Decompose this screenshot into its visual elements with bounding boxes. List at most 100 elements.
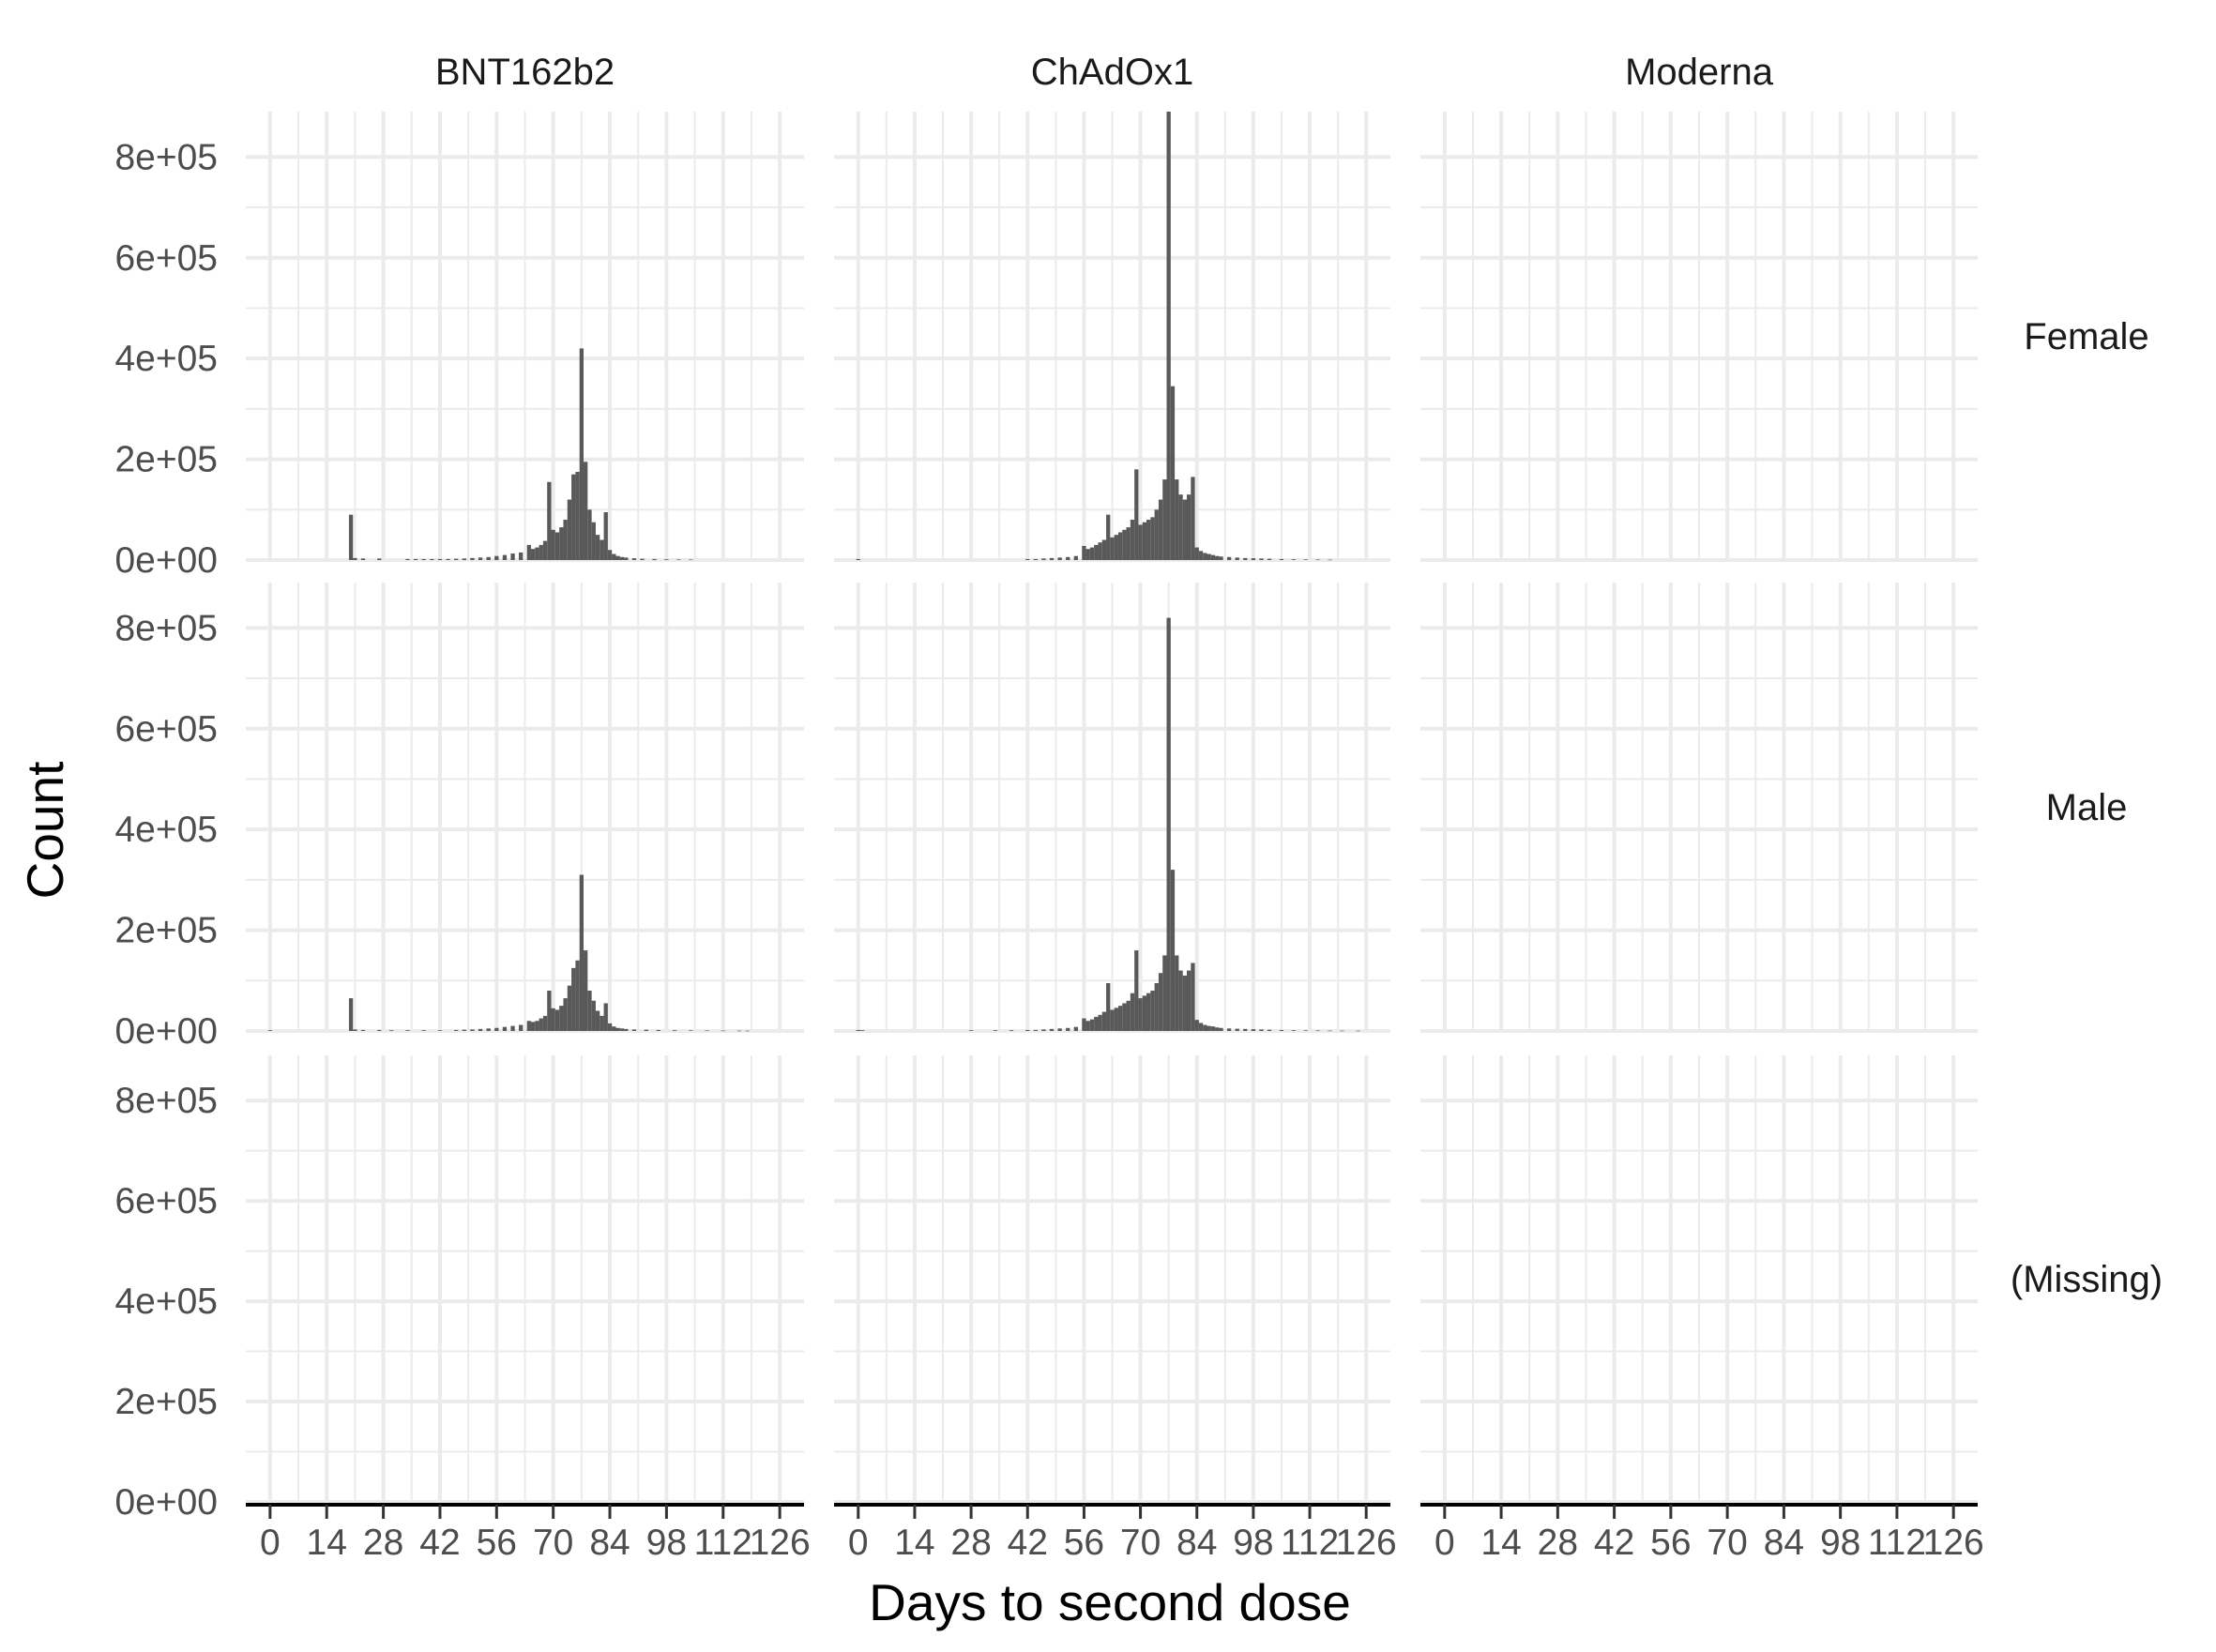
histogram-bar: [554, 1009, 560, 1031]
x-tick-label: 56: [1064, 1523, 1104, 1563]
histogram-bar: [1328, 559, 1332, 561]
histogram-bar: [1215, 1027, 1220, 1031]
x-tick-label: 126: [1923, 1523, 1984, 1563]
histogram-bar: [1210, 554, 1216, 560]
labels-layer: BNT162b2 ChAdOx1 Moderna Female Male (Missing…: [435, 52, 2163, 1300]
histogram-bar: [1315, 1030, 1320, 1032]
histogram-bar: [1170, 870, 1176, 1031]
histogram-bar: [575, 960, 580, 1031]
histogram-bar: [1162, 955, 1167, 1031]
x-tick-label: 42: [1594, 1523, 1634, 1563]
histogram-bar: [1178, 970, 1183, 1031]
column-strip-label: Moderna: [1625, 52, 1774, 93]
panel-bnt162b2-missing: 0e+00 2e+05 4e+05 6e+05 8e+05 0 14 28 42 56 70 84 98…: [114, 1055, 811, 1563]
histogram-bar: [1279, 558, 1284, 560]
x-tick-label: 98: [1233, 1523, 1273, 1563]
histogram-bar: [1235, 557, 1239, 560]
histogram-bar: [689, 559, 693, 561]
histogram-bar: [1057, 1028, 1062, 1031]
histogram-bar: [535, 1021, 539, 1031]
histogram-bar: [1207, 553, 1211, 560]
histogram-bar: [446, 558, 450, 560]
histogram-bar: [486, 556, 491, 560]
histogram-bar: [1182, 975, 1187, 1031]
x-tick-label: 56: [477, 1523, 517, 1563]
histogram-bar: [1166, 617, 1171, 1031]
histogram-bar: [587, 991, 592, 1031]
histogram-bar: [1094, 1016, 1099, 1031]
y-tick-label: 4e+05: [114, 1281, 218, 1322]
histogram-bar: [348, 998, 354, 1031]
histogram-bar: [1049, 1028, 1055, 1031]
histogram-bar: [353, 557, 357, 560]
histogram-bar: [1175, 955, 1179, 1031]
histogram-bar: [413, 558, 418, 560]
y-tick-label: 6e+05: [114, 709, 218, 750]
histogram-bar: [1340, 1030, 1344, 1032]
histogram-bar: [494, 555, 499, 560]
histogram-bar: [1098, 1014, 1102, 1031]
histogram-bar: [554, 532, 560, 560]
histogram-bar: [615, 555, 620, 560]
histogram-bar: [1303, 1030, 1308, 1031]
histogram-bar: [1267, 558, 1272, 560]
histogram-bar: [1041, 1029, 1046, 1031]
histogram-bar: [430, 558, 434, 560]
histogram-bar: [1114, 1008, 1118, 1031]
x-tick-label: 84: [1176, 1523, 1217, 1563]
panel-bnt162b2-male: 0e+00 2e+05 4e+05 6e+05 8e+05: [114, 583, 804, 1052]
x-axis-title: Days to second dose: [869, 1573, 1351, 1631]
histogram-bar: [1089, 1019, 1095, 1031]
histogram-bar: [1235, 1028, 1239, 1031]
histogram-bar: [672, 1030, 677, 1031]
histogram-bar: [1154, 982, 1159, 1031]
histogram-bar: [993, 1030, 998, 1031]
histogram-bar: [551, 529, 555, 560]
x-tick-label: 28: [950, 1523, 991, 1563]
histogram-bar: [1089, 547, 1095, 560]
histogram-bar: [1162, 479, 1167, 560]
panel-chadox1-male: [834, 583, 1390, 1033]
histogram-bar: [526, 544, 531, 560]
histogram-bar: [1138, 998, 1143, 1031]
histogram-bar: [1066, 556, 1070, 560]
histogram-bar: [1226, 556, 1232, 560]
histogram-bar: [551, 1008, 555, 1031]
histogram-bar: [1259, 558, 1264, 560]
histogram-bar: [640, 558, 645, 560]
histogram-bar: [1106, 982, 1111, 1031]
histogram-bar: [656, 1029, 660, 1031]
histogram-bar: [389, 1030, 394, 1031]
histogram-bar: [1328, 1030, 1332, 1032]
y-tick-label: 0e+00: [114, 1482, 218, 1523]
histogram-bar: [1033, 1029, 1039, 1031]
histogram-bar: [1073, 1026, 1078, 1031]
histogram-bar: [1194, 547, 1199, 560]
x-tick-label: 112: [694, 1523, 752, 1563]
histogram-bar: [1085, 549, 1090, 560]
histogram-bar: [1126, 1000, 1131, 1031]
histogram-bar: [502, 554, 508, 560]
histogram-bar: [676, 559, 681, 560]
x-tick-label: 14: [1480, 1523, 1521, 1563]
histogram-bar: [1198, 1023, 1204, 1031]
histogram-bar: [539, 1018, 543, 1031]
x-tick-label: 84: [589, 1523, 630, 1563]
histogram-bar: [478, 557, 483, 560]
histogram-bar: [567, 499, 572, 560]
histogram-bar: [1315, 559, 1320, 561]
histogram-bar: [563, 520, 568, 560]
histogram-bar: [462, 1029, 466, 1031]
histogram-bar: [1142, 522, 1147, 560]
histogram-bar: [1291, 559, 1297, 560]
histogram-bar: [1291, 1030, 1297, 1031]
histogram-bar: [1114, 535, 1118, 560]
histogram-bar: [1101, 539, 1107, 560]
histogram-bar: [736, 1030, 742, 1032]
histogram-bar: [1259, 1029, 1264, 1031]
x-tick-label: 0: [1434, 1523, 1455, 1563]
histogram-bar: [1049, 557, 1055, 560]
x-tick-label: 0: [848, 1523, 869, 1563]
